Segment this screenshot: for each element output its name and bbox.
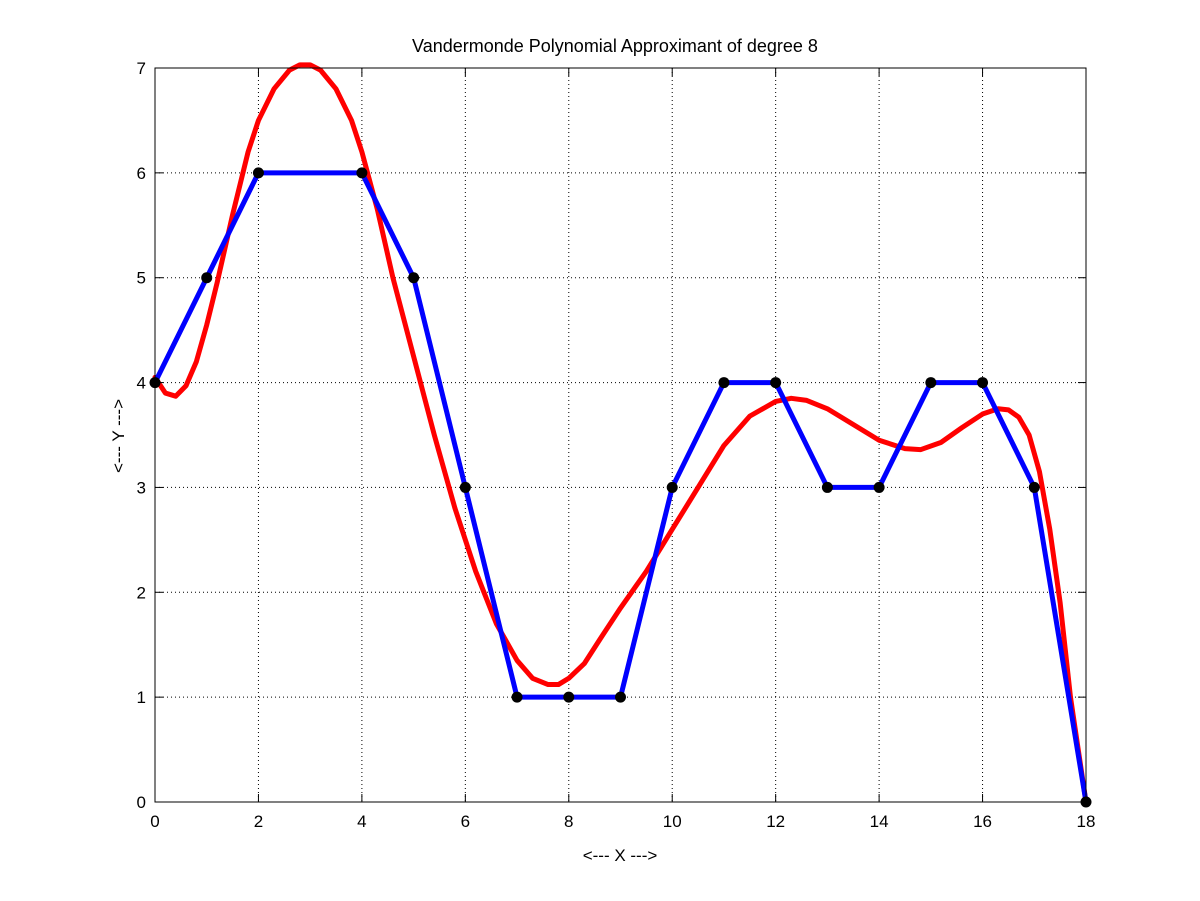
y-tick-label: 0 — [137, 793, 146, 812]
y-axis-label: <--- Y ---> — [109, 399, 128, 473]
data-point — [356, 167, 368, 179]
data-point — [252, 167, 264, 179]
chart-title: Vandermonde Polynomial Approximant of de… — [412, 36, 818, 56]
data-point — [770, 377, 782, 389]
y-tick-label: 6 — [137, 164, 146, 183]
x-tick-label: 6 — [461, 812, 470, 831]
x-tick-label: 14 — [870, 812, 889, 831]
x-tick-label: 10 — [663, 812, 682, 831]
y-tick-label: 1 — [137, 688, 146, 707]
x-tick-label: 18 — [1077, 812, 1096, 831]
data-point — [873, 481, 885, 493]
data-point — [718, 377, 730, 389]
data-point — [666, 481, 678, 493]
data-point — [201, 272, 213, 284]
x-tick-label: 16 — [973, 812, 992, 831]
data-point — [977, 377, 989, 389]
data-point — [1028, 481, 1040, 493]
x-tick-label: 8 — [564, 812, 573, 831]
data-point — [459, 481, 471, 493]
x-axis-label: <--- X ---> — [583, 846, 658, 865]
axes-box — [154, 67, 1087, 803]
approximant-curve — [152, 62, 1089, 805]
y-tick-label: 4 — [137, 374, 146, 393]
data-point — [821, 481, 833, 493]
data-point — [511, 691, 523, 703]
y-tick-label: 5 — [137, 269, 146, 288]
x-tick-label: 2 — [254, 812, 263, 831]
y-tick-label: 7 — [137, 59, 146, 78]
x-tick-label: 0 — [150, 812, 159, 831]
x-tick-label: 12 — [766, 812, 785, 831]
y-tick-label: 2 — [137, 583, 146, 602]
y-tick-label: 3 — [137, 478, 146, 497]
data-point — [615, 691, 626, 703]
data-line — [152, 170, 1089, 805]
data-point — [408, 272, 420, 284]
data-point — [925, 377, 937, 389]
data-point — [563, 691, 575, 703]
x-tick-label: 4 — [357, 812, 366, 831]
plot-area — [149, 62, 1092, 808]
